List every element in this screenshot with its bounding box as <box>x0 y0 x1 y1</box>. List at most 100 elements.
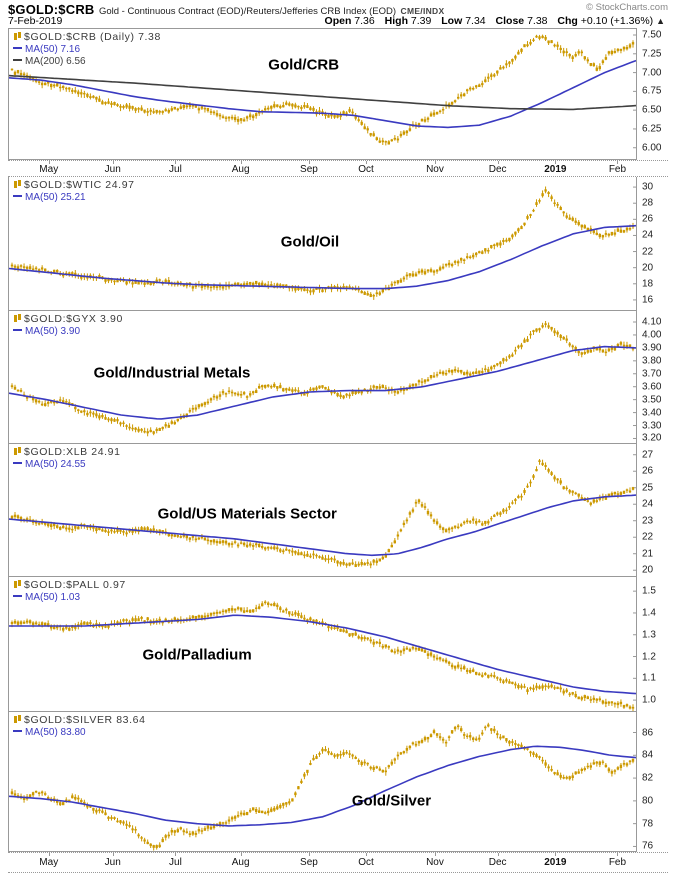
ma-line-swatch <box>13 195 22 198</box>
symbol-label: $GOLD:$CRB <box>8 2 95 17</box>
chart-panel-gold-industrial-metals: $GOLD:$GYX 3.90 MA(50) 3.90 Gold/Industria… <box>8 311 661 444</box>
month-label-jun: Jun <box>104 857 121 868</box>
chg-label: Chg <box>557 15 578 27</box>
month-tick <box>617 853 619 856</box>
chart-header: $GOLD:$CRB Gold - Continuous Contract (E… <box>0 0 673 28</box>
month-label-aug: Aug <box>231 164 250 175</box>
y-axis-label: 1.3 <box>642 629 656 641</box>
price-plot <box>9 186 636 301</box>
y-axis-label: 20 <box>642 262 654 274</box>
legend-entry: $GOLD:$GYX 3.90 <box>13 313 123 326</box>
legend-symbol-label: $GOLD:XLB 24.91 <box>24 446 121 458</box>
month-label-2019: 2019 <box>544 857 567 868</box>
month-label-may: May <box>39 857 59 868</box>
y-axis-label: 30 <box>642 181 654 193</box>
month-tick <box>366 853 368 856</box>
month-label-sep: Sep <box>300 857 318 868</box>
y-axis-label: 1.5 <box>642 585 656 597</box>
up-arrow-icon: ▲ <box>656 16 665 26</box>
price-plot <box>9 722 636 851</box>
panel-title: Gold/Industrial Metals <box>93 364 251 382</box>
month-tick <box>308 161 310 164</box>
y-axis-label: 16 <box>642 294 654 306</box>
candlestick-icon <box>13 180 22 189</box>
panel-title: Gold/Palladium <box>142 646 252 664</box>
month-axis: May Jun Jul Aug Sep Oct Nov Dec 2019 Feb <box>8 160 668 177</box>
panel-legend: $GOLD:$CRB (Daily) 7.38 MA(50) 7.16 MA(200… <box>13 31 161 68</box>
month-tick <box>555 853 557 856</box>
ma-line-ma50 <box>9 59 636 129</box>
y-axis-label: 6.75 <box>642 85 662 97</box>
legend-entry: MA(50) 25.21 <box>13 192 135 204</box>
month-label-sep: Sep <box>300 164 318 175</box>
y-axis-label: 26 <box>642 213 654 225</box>
y-axis-label: 3.80 <box>642 355 662 367</box>
legend-entry: $GOLD:$WTIC 24.97 <box>13 179 135 192</box>
month-tick <box>112 853 114 856</box>
panel-legend: $GOLD:$GYX 3.90 MA(50) 3.90 <box>13 313 123 338</box>
legend-symbol-label: $GOLD:$WTIC 24.97 <box>24 179 135 191</box>
y-axis-label: 1.2 <box>642 651 656 663</box>
panel-legend: $GOLD:XLB 24.91 MA(50) 24.55 <box>13 446 121 471</box>
month-tick <box>555 161 557 164</box>
y-axis-label: 3.60 <box>642 381 662 393</box>
month-tick <box>175 853 177 856</box>
ma-line-ma50 <box>9 745 636 827</box>
candlestick-icon <box>13 314 22 323</box>
legend-entry: $GOLD:XLB 24.91 <box>13 446 121 459</box>
month-tick <box>240 161 242 164</box>
y-axis-label: 3.40 <box>642 407 662 419</box>
month-label-nov: Nov <box>426 857 444 868</box>
y-axis-label: 7.50 <box>642 29 662 41</box>
ma-line-ma50 <box>9 494 636 557</box>
chg-value: +0.10 (+1.36%) <box>580 15 654 27</box>
header-line-1: $GOLD:$CRB Gold - Continuous Contract (E… <box>8 1 669 19</box>
month-label-oct: Oct <box>358 164 374 175</box>
ma-line-ma50 <box>9 224 636 290</box>
legend-ma-label: MA(50) 24.55 <box>25 459 86 470</box>
low-label: Low <box>441 15 463 27</box>
month-tick <box>175 161 177 164</box>
chart-panel-gold-silver: $GOLD:$SILVER 83.64 MA(50) 83.80 Gold/Silv… <box>8 712 653 852</box>
y-axis-label: 28 <box>642 197 654 209</box>
month-tick <box>240 853 242 856</box>
month-label-jul: Jul <box>169 857 182 868</box>
y-axis-label: 18 <box>642 278 654 290</box>
legend-ma-label: MA(50) 3.90 <box>25 326 81 337</box>
candlestick-icon <box>13 447 22 456</box>
stockcharts-watermark: © StockCharts.com <box>586 2 668 13</box>
y-axis-label: 86 <box>642 727 654 738</box>
month-label-aug: Aug <box>231 857 250 868</box>
y-axis-label: 4.00 <box>642 329 662 341</box>
y-axis-label: 80 <box>642 795 654 807</box>
legend-entry: MA(200) 6.56 <box>13 56 161 68</box>
legend-entry: $GOLD:$PALL 0.97 <box>13 579 126 592</box>
y-axis-label: 1.4 <box>642 607 656 619</box>
price-plot <box>9 590 636 711</box>
y-axis-label: 21 <box>642 548 654 560</box>
chart-panel-gold-crb: $GOLD:$CRB (Daily) 7.38 MA(50) 7.16 MA(200… <box>8 28 661 160</box>
month-label-may: May <box>39 164 59 175</box>
y-axis-label: 24 <box>642 498 654 510</box>
month-tick <box>434 853 436 856</box>
legend-entry: $GOLD:$SILVER 83.64 <box>13 714 146 727</box>
y-axis-label: 3.50 <box>642 394 662 406</box>
legend-entry: MA(50) 83.80 <box>13 727 146 739</box>
y-axis-label: 76 <box>642 840 654 852</box>
month-label-nov: Nov <box>426 164 444 175</box>
candlestick-icon <box>13 580 22 589</box>
y-axis-label: 3.30 <box>642 420 662 432</box>
y-axis-label: 22 <box>642 246 654 258</box>
y-axis-label: 26 <box>642 465 654 477</box>
chart-panel-gold-us-materials-sector: $GOLD:XLB 24.91 MA(50) 24.55 Gold/US Mater… <box>8 444 653 577</box>
ma-line-swatch <box>13 47 22 50</box>
high-value: 7.39 <box>410 15 432 27</box>
candlestick-icon <box>13 32 22 41</box>
y-axis-label: 20 <box>642 564 654 576</box>
month-tick <box>497 853 499 856</box>
legend-ma-label: MA(50) 83.80 <box>25 727 86 738</box>
month-tick <box>366 161 368 164</box>
y-axis-label: 3.20 <box>642 432 662 444</box>
legend-symbol-label: $GOLD:$PALL 0.97 <box>24 579 126 591</box>
exchange-label: CME/INDX <box>400 6 445 16</box>
